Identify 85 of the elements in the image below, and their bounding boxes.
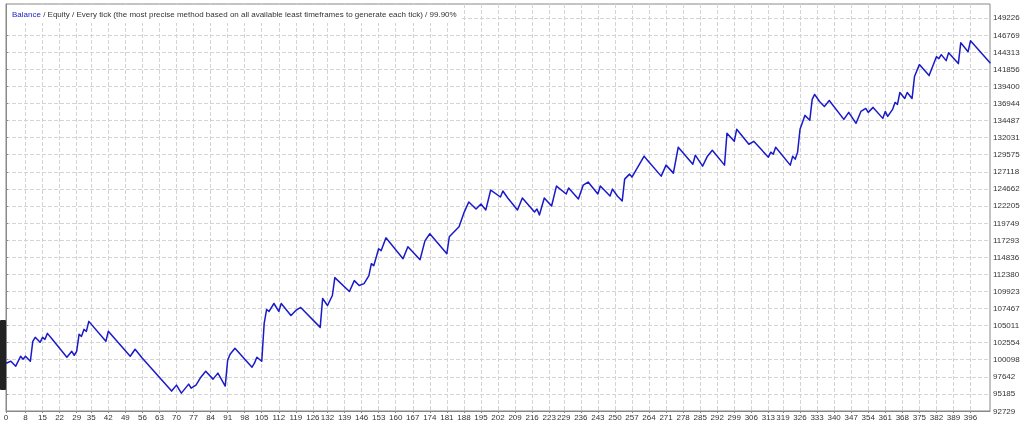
x-tick-label: 257 — [625, 412, 640, 422]
y-tick-label: 107467 — [993, 303, 1021, 313]
x-tick-label: 0 — [3, 412, 9, 422]
y-tick-label: 146769 — [993, 30, 1021, 40]
x-tick-label: 91 — [223, 412, 233, 422]
x-tick-label: 77 — [189, 412, 199, 422]
y-tick-label: 129575 — [993, 150, 1021, 160]
y-tick-label: 132031 — [993, 133, 1021, 143]
x-tick-label: 229 — [557, 412, 571, 422]
x-tick-label: 375 — [912, 412, 927, 422]
y-tick-label: 149226 — [993, 13, 1021, 23]
x-tick-label: 299 — [727, 412, 742, 422]
line-series — [5, 39, 991, 394]
x-tick-label: 223 — [542, 412, 557, 422]
y-tick-label: 134487 — [993, 115, 1021, 125]
x-tick-label: 236 — [574, 412, 589, 422]
x-tick-label: 382 — [929, 412, 944, 422]
x-tick-label: 70 — [172, 412, 182, 422]
x-tick-label: 84 — [206, 412, 216, 422]
x-tick-label: 368 — [895, 412, 910, 422]
x-tick-label: 306 — [744, 412, 759, 422]
y-tick-label: 122205 — [993, 201, 1021, 211]
y-tick-label: 95185 — [993, 389, 1016, 399]
x-tick-label: 354 — [861, 412, 876, 422]
x-tick-label: 216 — [525, 412, 540, 422]
x-tick-label: 340 — [827, 412, 842, 422]
x-tick-label: 146 — [354, 412, 369, 422]
x-tick-label: 396 — [963, 412, 978, 422]
x-tick-label: 264 — [642, 412, 657, 422]
y-tick-label: 144313 — [993, 47, 1021, 57]
text: Balance — [12, 9, 42, 19]
x-tick-label: 271 — [659, 412, 674, 422]
x-tick-label: 153 — [371, 412, 386, 422]
x-tick-label: 333 — [810, 412, 825, 422]
y-tick-label: 136944 — [993, 98, 1021, 108]
text: / Equity / Every tick (the most precise method based on all available least timeframes to generate each tick) / 99.90% — [40, 9, 457, 19]
x-tick-label: 119 — [289, 412, 303, 422]
x-tick-label: 98 — [240, 412, 250, 422]
x-tick-label: 8 — [23, 412, 29, 422]
y-tick-label: 139400 — [993, 81, 1021, 91]
x-tick-label: 126 — [306, 412, 321, 422]
x-tick-label: 139 — [337, 412, 352, 422]
y-tick-label: 119749 — [993, 218, 1020, 228]
y-tick-label: 92729 — [993, 406, 1016, 416]
y-tick-label: 100098 — [993, 355, 1021, 365]
x-tick-label: 167 — [406, 412, 420, 422]
x-tick-label: 188 — [457, 412, 472, 422]
x-tick-label: 132 — [320, 412, 335, 422]
y-tick-label: 124662 — [993, 184, 1021, 194]
x-tick-label: 49 — [120, 412, 131, 422]
x-tick-label: 250 — [608, 412, 623, 422]
y-tick-label: 112380 — [993, 269, 1020, 279]
x-tick-label: 347 — [844, 412, 859, 422]
x-tick-label: 22 — [55, 412, 65, 422]
x-tick-label: 292 — [710, 412, 725, 422]
x-tick-label: 361 — [878, 412, 893, 422]
x-tick-label: 202 — [491, 412, 506, 422]
y-tick-label: 114836 — [993, 252, 1020, 262]
x-tick-label: 195 — [474, 412, 489, 422]
y-tick-label: 109923 — [993, 286, 1021, 296]
x-tick-label: 326 — [793, 412, 808, 422]
x-tick-label: 243 — [591, 412, 606, 422]
x-tick-label: 56 — [137, 412, 148, 422]
y-tick-label: 117293 — [993, 235, 1020, 245]
x-tick-label: 285 — [693, 412, 708, 422]
x-tick-label: 174 — [423, 412, 438, 422]
y-tick-label: 105011 — [993, 321, 1020, 331]
x-tick-label: 209 — [508, 412, 523, 422]
y-tick-label: 141856 — [993, 64, 1021, 74]
x-tick-label: 389 — [946, 412, 961, 422]
x-tick-label: 29 — [72, 412, 82, 422]
x-tick-label: 181 — [440, 412, 455, 422]
y-tick-label: 127118 — [993, 167, 1020, 177]
x-tick-label: 63 — [154, 412, 165, 422]
x-tick-label: 15 — [38, 412, 48, 422]
x-tick-label: 42 — [103, 412, 114, 422]
x-tick-label: 35 — [86, 412, 97, 422]
x-tick-label: 278 — [676, 412, 691, 422]
x-tick-label: 112 — [272, 412, 286, 422]
x-tick-label: 160 — [389, 412, 403, 422]
x-tick-label: 313 — [761, 412, 776, 422]
x-tick-label: 319 — [776, 412, 791, 422]
y-tick-label: 97642 — [993, 372, 1016, 382]
x-tick-label: 105 — [255, 412, 269, 422]
y-tick-label: 102554 — [993, 338, 1021, 348]
